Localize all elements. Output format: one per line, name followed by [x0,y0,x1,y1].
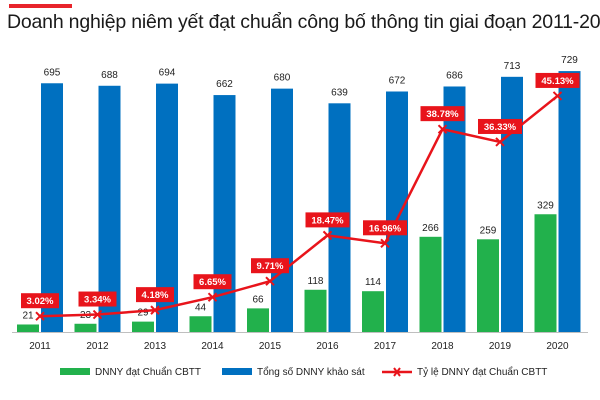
x-tick-2015: 2015 [259,341,282,352]
label-tong-so-dnny-2012: 688 [101,70,118,81]
rate-marker-2017 [380,238,390,248]
bar-dnny-dat-chuan-2012 [74,323,97,332]
rate-label-2020: 45.13% [541,76,574,87]
rate-marker-2011 [35,311,45,321]
x-tick-2014: 2014 [201,341,224,352]
bar-tong-so-dnny-2020 [558,71,581,333]
bar-dnny-dat-chuan-2013 [132,321,154,332]
rate-marker-2016 [322,230,333,241]
bars-layer [17,71,581,333]
label-tong-so-dnny-2013: 694 [159,68,176,79]
label-tong-so-dnny-2014: 662 [216,79,233,90]
bar-dnny-dat-chuan-2011 [17,324,39,332]
x-axis: 2011 2012 2013 2014 2015 2016 2017 2018 2019 2020 [12,332,588,352]
x-tick-2013: 2013 [144,341,167,352]
x-tick-2012: 2012 [86,341,109,352]
label-dnny-dat-chuan-2015: 66 [252,294,264,305]
label-dnny-dat-chuan-2017: 114 [365,277,381,288]
x-tick-2019: 2019 [489,341,512,352]
legend-swatch-tong-so-dnny [222,368,252,375]
rate-marker-2013 [150,305,160,315]
rate-marker-2019 [495,137,505,147]
legend-label-tong-so-dnny: Tổng số DNNY khảo sát [257,366,365,378]
rate-label-2011: 3.02% [27,296,54,307]
legend-label-dnny-dat-chuan: DNNY đạt Chuẩn CBTT [95,366,201,378]
rate-label-box-2012 [78,291,117,307]
rate-label-2014: 6.65% [199,277,226,288]
label-dnny-dat-chuan-2011: 21 [22,310,34,321]
title-accent-bar [9,4,72,8]
x-tick-2020: 2020 [546,341,569,352]
bar-dnny-dat-chuan-2020 [534,214,557,332]
bar-dnny-dat-chuan-2017 [362,291,384,332]
bar-tong-so-dnny-2012 [98,85,121,332]
bar-dnny-dat-chuan-2016 [304,289,327,332]
x-tick-2017: 2017 [374,341,397,352]
rate-label-box-2013 [136,287,174,303]
x-tick-2018: 2018 [431,341,454,352]
bar-tong-so-dnny-2019 [501,76,523,333]
legend-label-ty-le: Tỷ lệ DNNY đạt Chuẩn CBTT [417,366,547,378]
rate-marker-2020 [552,91,563,101]
bar-dnny-dat-chuan-2014 [189,316,212,332]
bar-dnny-dat-chuan-2018 [419,236,442,332]
legend-swatch-dnny-dat-chuan [60,368,90,375]
rate-label-2018: 38.78% [426,109,459,120]
rate-label-box-2020 [535,72,580,88]
rate-marker-2012 [92,309,103,320]
rate-label-2012: 3.34% [84,295,111,306]
bar-tong-so-dnny-2015 [271,88,293,332]
label-tong-so-dnny-2016: 639 [331,87,348,98]
label-tong-so-dnny-2019: 713 [504,61,521,72]
bar-tong-so-dnny-2018 [443,86,466,332]
rate-label-box-2018 [420,106,465,122]
rate-label-2019: 36.33% [484,122,517,133]
label-tong-so-dnny-2017: 672 [389,75,406,86]
label-dnny-dat-chuan-2020: 329 [537,200,554,211]
label-dnny-dat-chuan-2013: 29 [137,308,149,319]
label-tong-so-dnny-2015: 680 [274,73,291,84]
rate-label-box-2015 [251,258,289,274]
rate-label-box-2016 [305,212,350,228]
rate-marker-2015 [265,276,275,286]
rate-label-box-2019 [478,118,522,134]
rate-label-2013: 4.18% [142,290,169,301]
bar-tong-so-dnny-2013 [156,83,178,332]
label-dnny-dat-chuan-2014: 44 [195,302,207,313]
legend-marker-ty-le [393,367,401,377]
rate-label-2015: 9.71% [257,261,284,272]
bar-tong-so-dnny-2017 [386,91,408,332]
bar-dnny-dat-chuan-2019 [477,239,499,332]
legend: DNNY đạt Chuẩn CBTT Tổng số DNNY khảo sát… [60,366,547,378]
label-dnny-dat-chuan-2018: 266 [422,223,439,234]
rate-label-box-2011 [21,293,59,309]
bar-dnny-dat-chuan-2015 [247,308,269,332]
rate-marker-2014 [207,292,218,302]
label-tong-so-dnny-2011: 695 [44,67,61,78]
rate-line [39,94,559,318]
chart-title: Doanh nghiệp niêm yết đạt chuẩn công bố … [7,11,600,33]
label-dnny-dat-chuan-2016: 118 [308,276,324,287]
label-tong-so-dnny-2018: 686 [446,70,463,81]
bar-tong-so-dnny-2014 [213,95,236,332]
rate-label-2016: 18.47% [311,215,344,226]
label-tong-so-dnny-2020: 729 [561,55,578,66]
label-dnny-dat-chuan-2019: 259 [480,225,497,236]
rate-label-2017: 16.96% [369,223,402,234]
bar-tong-so-dnny-2011 [41,83,63,333]
rate-label-box-2017 [363,220,407,236]
x-tick-2016: 2016 [316,341,339,352]
rate-line-layer: 3.02% 3.34% 4.18% 6.65% 9.71% 18.47% 16.96% 38.… [21,72,580,321]
x-tick-2011: 2011 [29,341,51,352]
rate-label-box-2014 [193,274,232,290]
rate-marker-2018 [437,124,448,134]
